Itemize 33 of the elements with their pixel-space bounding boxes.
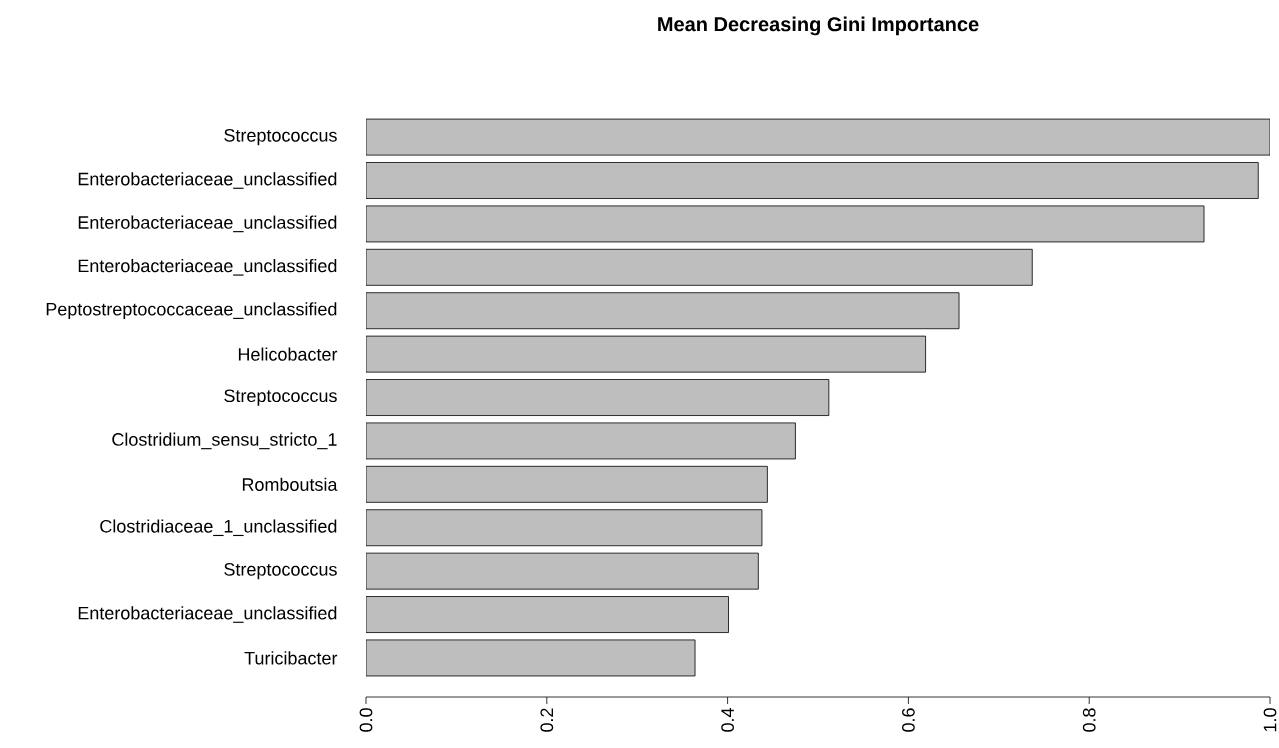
y-tick-label: Helicobacter (238, 347, 338, 361)
x-tick-label: 0.8 (1082, 708, 1096, 732)
bar (366, 379, 830, 416)
y-tick-label: Enterobacteriaceae_unclassified (78, 172, 337, 189)
bar (366, 118, 1271, 156)
bar (366, 596, 729, 633)
bar (366, 292, 960, 330)
y-tick-label: Streptococcus (224, 389, 337, 406)
bar (366, 335, 926, 373)
y-tick-label: Streptococcus (224, 562, 337, 580)
bar (366, 509, 763, 547)
bar (366, 162, 1259, 199)
bar (366, 248, 1033, 286)
chart-title: Mean Decreasing Gini Importance (658, 16, 979, 36)
bar (366, 422, 796, 460)
x-tick-label: 0.0 (359, 708, 373, 732)
y-tick-label: Enterobacteriaceae_unclassified (78, 259, 337, 276)
y-tick-label: Enterobacteriaceae_unclassified (78, 606, 337, 623)
y-tick-label: Romboutsia (242, 477, 338, 491)
x-tick-label: 0.6 (902, 708, 915, 732)
x-tick-label: 1.0 (1263, 708, 1277, 732)
y-tick-label: Turicibacter (244, 651, 338, 665)
y-tick-label: Clostridium_sensu_stricto_1 (112, 432, 337, 450)
y-tick-label: Streptococcus (224, 128, 337, 146)
bar (366, 205, 1205, 243)
bar (366, 465, 768, 503)
bar (366, 639, 696, 677)
y-tick-label: Enterobacteriaceae_unclassified (78, 215, 337, 233)
y-tick-label: Peptostreptococcaceae_unclassified (46, 302, 337, 320)
y-tick-label: Clostridiaceae_1_unclassified (100, 519, 337, 537)
bar (366, 552, 759, 590)
x-tick-label: 0.2 (540, 708, 554, 732)
x-tick-label: 0.4 (721, 708, 734, 732)
